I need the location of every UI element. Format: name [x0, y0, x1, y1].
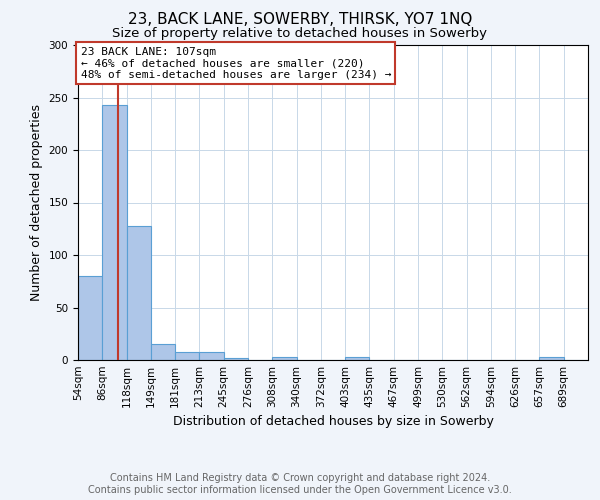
- Text: 23 BACK LANE: 107sqm
← 46% of detached houses are smaller (220)
48% of semi-deta: 23 BACK LANE: 107sqm ← 46% of detached h…: [80, 46, 391, 80]
- Text: Size of property relative to detached houses in Sowerby: Size of property relative to detached ho…: [113, 28, 487, 40]
- Bar: [151, 344, 175, 360]
- Bar: [127, 226, 151, 360]
- Bar: [102, 105, 127, 360]
- Bar: [78, 276, 102, 360]
- Text: Contains HM Land Registry data © Crown copyright and database right 2024.
Contai: Contains HM Land Registry data © Crown c…: [88, 474, 512, 495]
- Bar: [539, 357, 564, 360]
- Bar: [224, 358, 248, 360]
- Text: 23, BACK LANE, SOWERBY, THIRSK, YO7 1NQ: 23, BACK LANE, SOWERBY, THIRSK, YO7 1NQ: [128, 12, 472, 28]
- Y-axis label: Number of detached properties: Number of detached properties: [30, 104, 43, 301]
- Bar: [175, 352, 199, 360]
- Bar: [272, 357, 296, 360]
- Bar: [199, 352, 224, 360]
- Bar: [345, 357, 370, 360]
- X-axis label: Distribution of detached houses by size in Sowerby: Distribution of detached houses by size …: [173, 416, 493, 428]
